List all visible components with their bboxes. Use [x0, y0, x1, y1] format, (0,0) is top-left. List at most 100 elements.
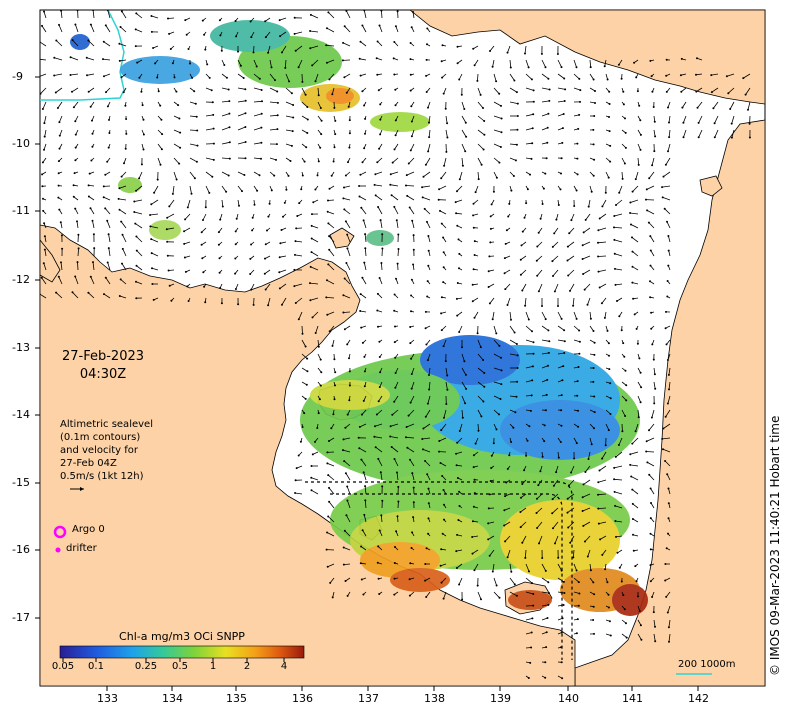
velocity-arrowhead: [500, 356, 502, 359]
velocity-arrowhead: [489, 215, 492, 218]
velocity-arrow: [344, 209, 351, 215]
velocity-arrow: [589, 325, 594, 332]
velocity-arrowhead: [503, 257, 506, 260]
velocity-arrowhead: [107, 146, 110, 149]
velocity-arrow: [461, 157, 464, 166]
velocity-arrowhead: [217, 231, 220, 234]
velocity-arrow: [327, 516, 335, 523]
velocity-arrowhead: [662, 448, 664, 451]
velocity-arrowhead: [125, 118, 128, 120]
velocity-arrowhead: [524, 52, 526, 55]
velocity-arrowhead: [446, 374, 449, 377]
velocity-arrow: [621, 171, 623, 179]
velocity-arrow: [55, 87, 63, 93]
velocity-arrowhead: [668, 121, 670, 124]
y-tick-label: -16: [12, 543, 30, 556]
velocity-arrowhead: [667, 626, 670, 629]
velocity-arrow: [525, 73, 533, 80]
velocity-arrow: [509, 73, 515, 81]
velocity-arrow: [406, 423, 415, 428]
velocity-arrow: [589, 185, 593, 192]
colorbar-tick-label: 2: [243, 661, 251, 672]
velocity-arrowhead: [516, 115, 519, 117]
velocity-arrow: [493, 115, 502, 119]
velocity-arrowhead: [597, 241, 599, 244]
velocity-arrow: [189, 129, 198, 131]
velocity-arrowhead: [91, 119, 93, 122]
velocity-arrow: [359, 447, 367, 453]
velocity-arrowhead: [363, 261, 366, 264]
velocity-arrowhead: [515, 395, 518, 398]
velocity-arrow: [614, 478, 623, 481]
velocity-arrowhead: [521, 289, 524, 292]
velocity-arrowhead: [510, 189, 513, 192]
velocity-arrowhead: [472, 505, 475, 508]
velocity-arrowhead: [239, 64, 242, 67]
velocity-arrowhead: [609, 634, 612, 637]
velocity-arrowhead: [394, 88, 397, 91]
velocity-arrow: [427, 143, 431, 152]
velocity-arrow: [310, 45, 319, 49]
velocity-arrow: [173, 143, 181, 149]
velocity-arrowhead: [363, 513, 366, 516]
velocity-arrowhead: [441, 475, 444, 477]
velocity-arrowhead: [521, 230, 524, 233]
velocity-arrow: [456, 185, 463, 192]
velocity-arrowhead: [91, 145, 94, 148]
velocity-arrowhead: [471, 300, 474, 303]
velocity-arrow: [647, 462, 655, 467]
velocity-arrowhead: [56, 107, 59, 109]
velocity-arrow: [40, 293, 47, 299]
velocity-arrow: [253, 127, 262, 131]
time-line: 04:30Z: [79, 367, 127, 382]
velocity-arrow: [172, 185, 175, 194]
velocity-arrowhead: [635, 76, 638, 79]
velocity-arrowhead: [358, 195, 361, 198]
velocity-arrow: [393, 206, 399, 215]
velocity-arrow: [541, 100, 550, 103]
velocity-arrowhead: [309, 299, 312, 302]
velocity-arrow: [488, 283, 495, 288]
velocity-arrowhead: [309, 47, 312, 50]
velocity-arrow: [635, 423, 639, 432]
velocity-arrow: [477, 101, 484, 109]
velocity-arrowhead: [376, 309, 379, 312]
velocity-arrowhead: [333, 358, 336, 361]
velocity-arrowhead: [631, 442, 634, 445]
velocity-arrow: [605, 423, 610, 431]
velocity-arrowhead: [173, 76, 176, 79]
velocity-arrowhead: [394, 325, 396, 328]
velocity-arrowhead: [379, 133, 382, 136]
legend-line: and velocity for: [60, 445, 139, 456]
velocity-arrowhead: [607, 429, 610, 432]
velocity-arrowhead: [121, 233, 124, 236]
velocity-arrow: [614, 491, 623, 495]
velocity-arrow: [317, 101, 322, 109]
velocity-arrowhead: [60, 234, 63, 237]
velocity-arrowhead: [212, 113, 215, 116]
velocity-arrowhead: [559, 188, 562, 191]
velocity-arrow: [237, 87, 246, 90]
velocity-arrow: [294, 254, 303, 257]
velocity-arrowhead: [345, 91, 348, 94]
velocity-arrowhead: [59, 221, 62, 224]
y-tick-label: -14: [12, 408, 30, 421]
velocity-arrowhead: [104, 24, 107, 27]
velocity-arrow: [410, 395, 415, 403]
velocity-arrowhead: [294, 240, 297, 243]
velocity-arrowhead: [608, 103, 611, 105]
velocity-arrowhead: [439, 564, 442, 567]
velocity-arrowhead: [551, 245, 554, 248]
velocity-arrowhead: [482, 400, 485, 403]
velocity-arrowhead: [593, 395, 596, 398]
velocity-arrowhead: [234, 288, 237, 290]
velocity-arrowhead: [208, 76, 211, 79]
velocity-arrowhead: [614, 267, 616, 270]
velocity-arrow: [599, 465, 607, 471]
velocity-arrow: [477, 409, 482, 417]
velocity-arrow: [329, 73, 335, 80]
velocity-arrow: [648, 474, 655, 481]
velocity-arrowhead: [177, 104, 180, 107]
velocity-arrowhead: [544, 66, 547, 69]
velocity-arrowhead: [577, 127, 580, 130]
